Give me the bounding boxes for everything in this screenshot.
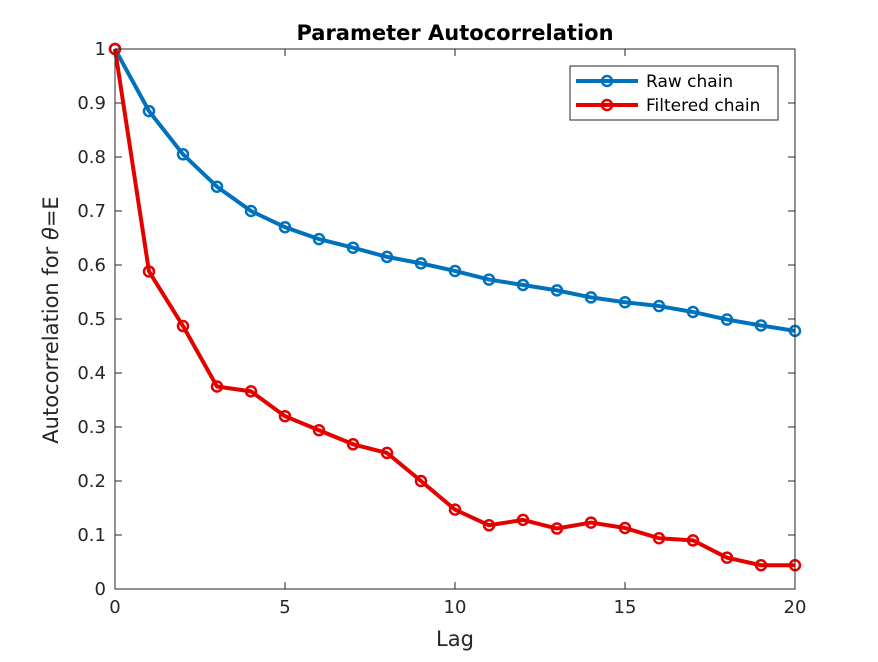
data-point-0-5 xyxy=(278,220,292,234)
data-point-0-3 xyxy=(210,180,224,193)
data-point-0-10 xyxy=(448,264,462,278)
data-point-0-2 xyxy=(176,148,190,161)
data-point-1-7 xyxy=(346,438,360,451)
plot-area xyxy=(115,49,795,589)
legend-marker-0 xyxy=(600,74,614,88)
y-tick-label-3: 0.3 xyxy=(77,417,106,438)
x-tick-label-3: 15 xyxy=(614,597,637,618)
y-tick-label-7: 0.7 xyxy=(77,201,106,222)
series-line-0 xyxy=(113,48,796,333)
y-tick-label-0: 0 xyxy=(95,579,106,600)
data-point-0-4 xyxy=(244,204,258,218)
data-point-0-6 xyxy=(312,232,326,246)
y-tick-label-8: 0.8 xyxy=(77,147,106,168)
data-point-1-1 xyxy=(142,265,156,278)
data-point-0-14 xyxy=(584,291,598,304)
data-point-0-9 xyxy=(414,257,428,270)
data-point-0-15 xyxy=(618,296,632,309)
data-point-1-9 xyxy=(414,474,428,488)
x-tick-label-0: 0 xyxy=(109,597,120,618)
y-axis-label-suffix: =E xyxy=(39,196,63,227)
data-point-0-19 xyxy=(754,319,768,332)
series-line-1 xyxy=(113,48,795,568)
x-axis-label: Lag xyxy=(436,627,474,651)
y-tick-label-10: 1 xyxy=(95,39,106,60)
data-point-1-8 xyxy=(380,446,394,460)
data-point-1-15 xyxy=(618,521,632,535)
data-point-1-3 xyxy=(210,380,224,393)
y-axis-label: Autocorrelation for θ=E xyxy=(39,196,63,443)
data-point-1-4 xyxy=(244,385,258,398)
data-point-1-12 xyxy=(516,513,530,527)
y-tick-label-9: 0.9 xyxy=(77,93,106,114)
data-point-0-12 xyxy=(516,278,530,292)
legend-label-1: Filtered chain xyxy=(646,96,760,116)
y-tick-label-1: 0.1 xyxy=(77,525,106,546)
data-point-1-2 xyxy=(176,319,190,333)
data-point-1-10 xyxy=(448,503,462,516)
data-point-1-17 xyxy=(686,534,700,547)
y-tick-label-2: 0.2 xyxy=(77,471,106,492)
data-point-1-16 xyxy=(652,531,666,545)
data-point-0-1 xyxy=(142,104,156,118)
data-point-0-7 xyxy=(346,241,360,254)
y-tick-label-5: 0.5 xyxy=(77,309,106,330)
data-point-1-11 xyxy=(482,519,496,532)
series-1 xyxy=(108,42,802,572)
chart-title: Parameter Autocorrelation xyxy=(296,21,613,45)
data-point-0-17 xyxy=(686,305,700,319)
data-point-1-14 xyxy=(584,516,598,529)
data-point-1-18 xyxy=(720,551,734,564)
x-tick-label-4: 20 xyxy=(784,597,807,618)
series-layer xyxy=(108,42,802,572)
data-point-0-18 xyxy=(720,313,734,326)
axes: 0 5 10 15 20 0 0.1 0.2 0.3 0.4 0.5 0.6 0.7 0.8 0.9 1 xyxy=(77,39,806,618)
legend-marker-1 xyxy=(600,98,614,112)
y-tick-label-4: 0.4 xyxy=(77,363,106,384)
data-point-0-11 xyxy=(482,273,496,286)
data-point-1-13 xyxy=(550,522,564,535)
y-tick-label-6: 0.6 xyxy=(77,255,106,276)
data-point-1-19 xyxy=(754,558,768,572)
x-tick-label-2: 10 xyxy=(444,597,467,618)
data-point-0-16 xyxy=(652,299,666,313)
x-tick-label-1: 5 xyxy=(279,597,290,618)
data-point-1-5 xyxy=(278,409,292,423)
legend: Raw chain Filtered chain xyxy=(569,65,779,121)
data-point-0-13 xyxy=(550,284,564,297)
data-point-1-6 xyxy=(312,423,326,437)
legend-label-0: Raw chain xyxy=(646,72,733,92)
data-point-0-8 xyxy=(380,250,394,264)
legend-box xyxy=(569,65,779,121)
y-axis-label-prefix: Autocorrelation for xyxy=(39,240,63,444)
plot-background xyxy=(115,49,795,589)
y-axis-label-symbol: θ xyxy=(39,227,63,240)
